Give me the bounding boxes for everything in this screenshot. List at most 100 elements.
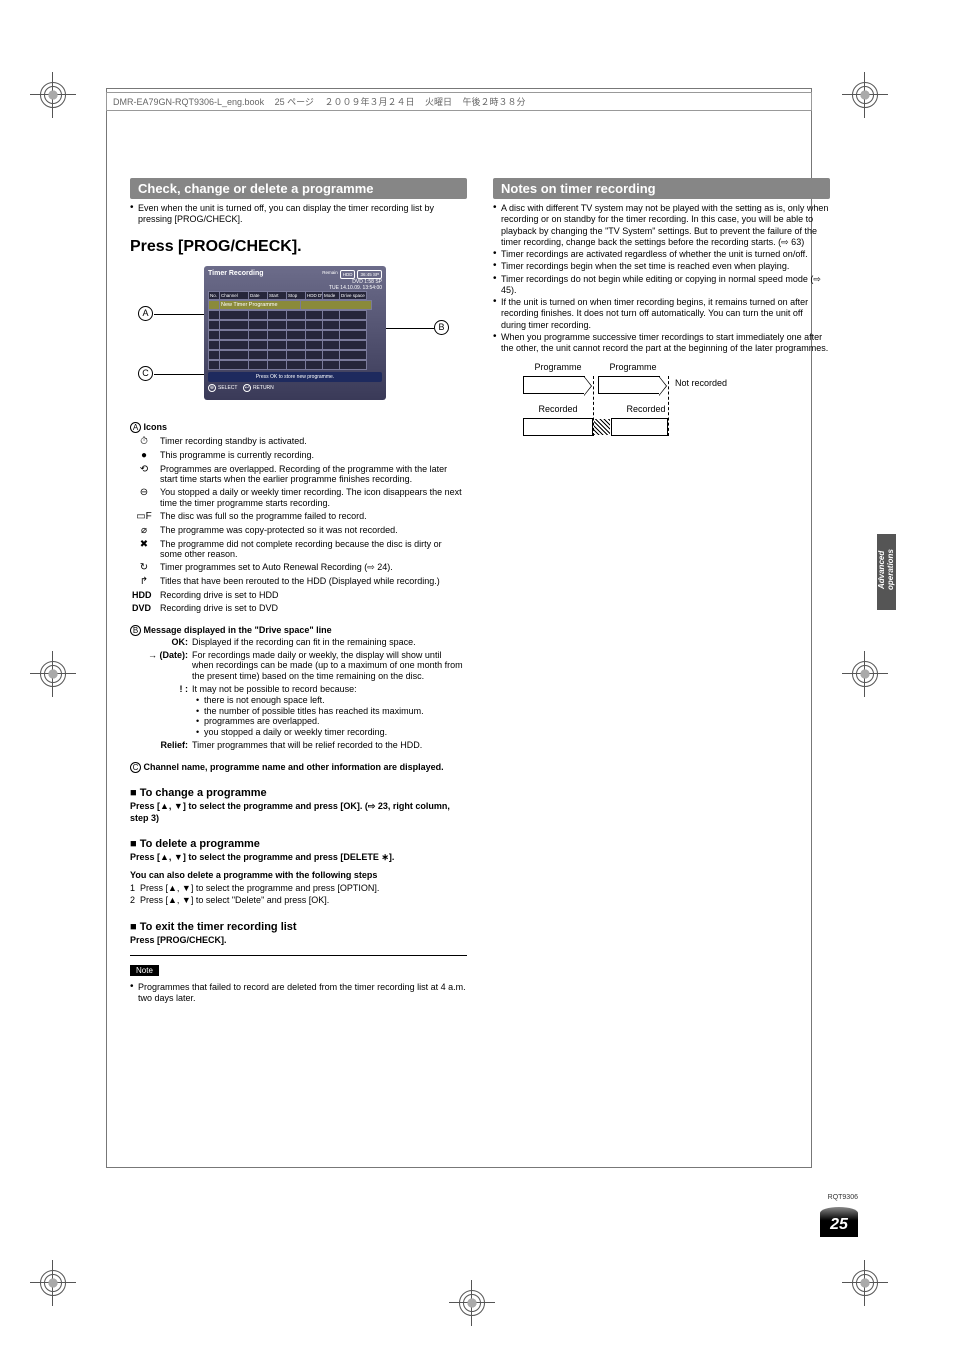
icon-1-text: This programme is currently recording. [158,449,467,463]
note-4: If the unit is turned on when timer reco… [493,297,830,331]
msg-excl-s1: the number of possible titles has reache… [192,706,465,717]
exit-body: Press [PROG/CHECK]. [130,935,467,947]
icon-0-text: Timer recording standby is activated. [158,435,467,449]
callout-b-line [386,328,434,329]
osd-row-6 [208,360,382,370]
icon-4: ▭F [130,510,158,524]
d-prog-1: Programme [523,362,593,372]
callout-a-line [154,314,204,315]
note-1: Timer recordings are activated regardles… [493,249,830,260]
osd-title: Timer Recording [208,270,264,279]
icon-6: ✖ [130,538,158,562]
d-arrow-1 [523,376,585,394]
osd-screen: Timer Recording Remain HDD 36:45 SP DVD … [204,266,386,400]
right-column: Notes on timer recording A disc with dif… [493,178,830,1005]
callout-c-line [154,374,204,375]
d-prog-2: Programme [598,362,668,372]
icons-table: ⏱Timer recording standby is activated. ●… [130,435,467,615]
icon-3: ⊖ [130,486,158,510]
osd-return: ⊕SELECT ↩RETURN [208,384,382,392]
page-number: 25 [820,1207,858,1237]
crop-bc [455,1286,489,1320]
intro-list: Even when the unit is turned off, you ca… [130,199,467,226]
d-rec-2: Recorded [611,404,681,414]
osd-row-2 [208,320,382,330]
osd-select-icon: ⊕ [208,384,216,392]
crop-mr [848,657,882,691]
change-head: To change a programme [130,787,467,799]
msg-date-k: → (Date): [130,649,190,683]
ch-heading: C Channel name, programme name and other… [130,762,467,773]
d-rec-1: Recorded [523,404,593,414]
osd-row-5 [208,350,382,360]
osd-time-badge: 36:45 SP [357,270,382,279]
icon-5: ⌀ [130,524,158,538]
rqt-code: RQT9306 [828,1194,858,1201]
osd-footer: Press OK to store new programme. [208,372,382,382]
divider [130,955,467,956]
crop-tl [36,78,70,112]
timing-diagram: Programme Programme Not recorded Recorde… [493,362,830,442]
msg-ok-k: OK: [130,636,190,649]
hdd-label: HDD [130,589,158,602]
intro-text: Even when the unit is turned off, you ca… [130,203,467,226]
icon-2-text: Programmes are overlapped. Recording of … [158,463,467,487]
hdr-file: DMR-EA79GN-RQT9306-L_eng.book [113,97,264,107]
d-hatched [594,419,610,435]
osd-col-4: Stop [286,291,306,300]
delete-head: To delete a programme [130,838,467,850]
crop-tr [848,78,882,112]
osd-col-1: Channel [219,291,249,300]
hdd-text: Recording drive is set to HDD [158,589,467,602]
left-heading: Check, change or delete a programme [130,178,467,199]
delete-s2: 2 Press [▲, ▼] to select "Delete" and pr… [130,895,467,907]
osd-hdd-badge: HDD [340,270,356,279]
note-block: Note [130,960,467,978]
osd-col-3: Start [267,291,287,300]
msg-date-v: For recordings made daily or weekly, the… [190,649,467,683]
callout-a: A [138,306,153,321]
crop-br [848,1266,882,1300]
osd-return-icon: ↩ [243,384,251,392]
crop-bl [36,1266,70,1300]
msg-table: OK:Displayed if the recording can fit in… [130,636,467,752]
delete-also: You can also delete a programme with the… [130,870,467,882]
dvd-label: DVD [130,602,158,615]
icon-7-text: Timer programmes set to Auto Renewal Rec… [158,561,467,575]
osd-remain: Remain [322,270,338,279]
exit-head: To exit the timer recording list [130,921,467,933]
osd-row-3 [208,330,382,340]
osd-col-7: Drive space [339,291,367,300]
msg-excl-v: It may not be possible to record because… [190,683,467,739]
icon-3-text: You stopped a daily or weekly timer reco… [158,486,467,510]
osd-col-5: HDD DVD [305,291,323,300]
side-tab: Advanced operations [877,534,896,610]
msg-excl-s2: programmes are overlapped. [192,716,465,727]
msg-relief-k: Relief: [130,739,190,752]
icon-2: ⟲ [130,463,158,487]
osd-col-6: Mode [322,291,340,300]
icon-1: ● [130,449,158,463]
callout-c: C [138,366,153,381]
right-heading: Notes on timer recording [493,178,830,199]
osd-row-4 [208,340,382,350]
icon-4-text: The disc was full so the programme faile… [158,510,467,524]
osd-figure: A B C Timer Recording Remain HDD 36:45 S… [130,266,467,416]
d-arrow-2 [598,376,660,394]
dvd-text: Recording drive is set to DVD [158,602,467,615]
note-list: Programmes that failed to record are del… [130,978,467,1005]
crop-ml [36,657,70,691]
icons-heading: A Icons [130,422,467,433]
left-column: Check, change or delete a programme Even… [130,178,467,1005]
hdr-day: 火曜日 [425,97,452,107]
d-notrec: Not recorded [675,378,755,388]
content-columns: Check, change or delete a programme Even… [130,178,830,1005]
osd-row-1 [208,310,382,320]
d-dash-2 [668,376,669,436]
note-5: When you programme successive timer reco… [493,332,830,355]
notes-list: A disc with different TV system may not … [493,199,830,354]
hdr-page: 25 ページ [275,97,314,107]
msg-excl-s0: there is not enough space left. [192,695,465,706]
msg-heading: B Message displayed in the "Drive space"… [130,625,467,636]
delete-s1: 1 Press [▲, ▼] to select the programme a… [130,883,467,895]
